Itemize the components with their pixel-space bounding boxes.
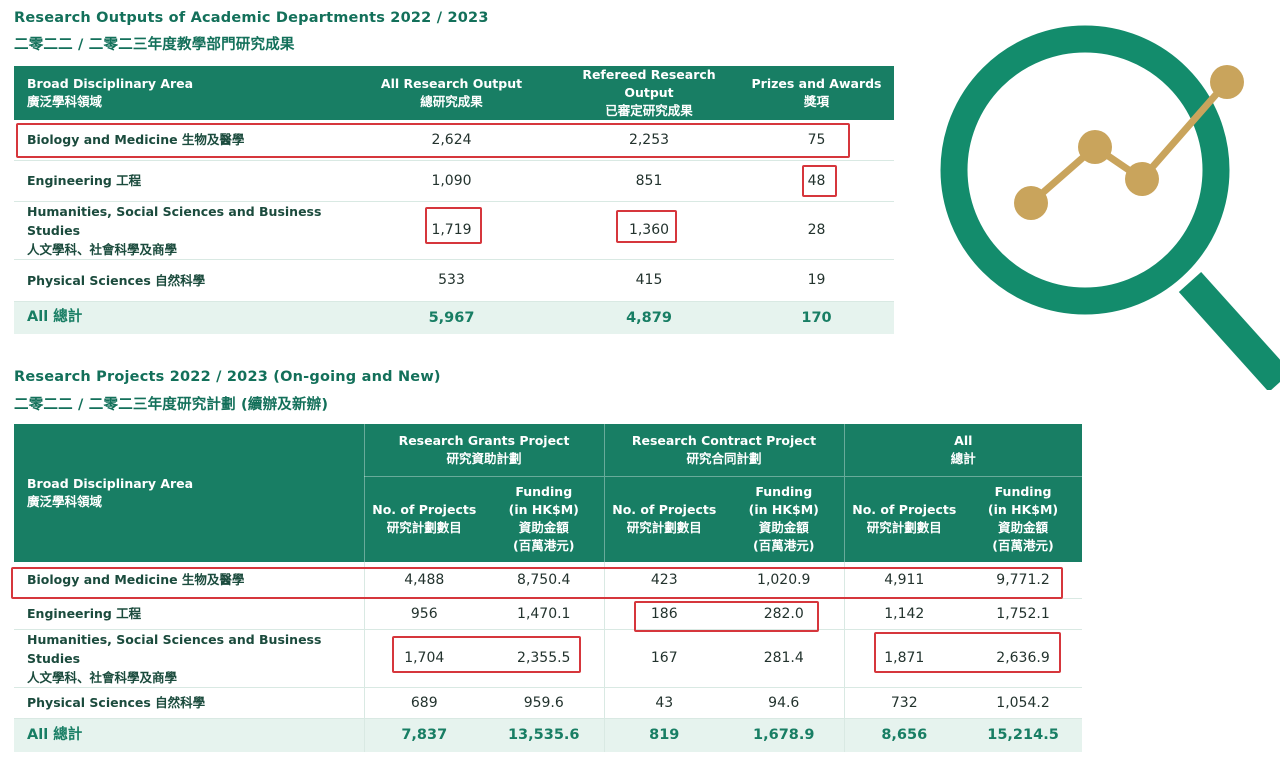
header-prizes: Prizes and Awards 獎項 (739, 66, 894, 120)
cell-contract-num: 186 (603, 598, 724, 630)
header-grants-num: No. of Projects 研究計劃數目 (363, 476, 484, 562)
header-all-output: All Research Output 總研究成果 (344, 66, 559, 120)
total-grants-funding: 13,535.6 (484, 718, 604, 752)
header-all: All 總計 (843, 424, 1083, 477)
header-grants-funding: Funding (in HK$M) 資助金額 (百萬港元) (484, 476, 604, 562)
cell-grants-num: 1,704 (363, 629, 484, 688)
cell-refereed: 415 (559, 259, 739, 302)
total-all: 5,967 (344, 301, 559, 334)
total-contract-funding: 1,678.9 (724, 718, 845, 752)
table-row: Humanities, Social Sciences and Business… (14, 629, 1083, 688)
cell-all-funding: 2,636.9 (964, 629, 1083, 688)
cell-all-num: 1,142 (843, 598, 965, 630)
outputs-title-zh: 二零二二 / 二零二三年度教學部門研究成果 (14, 37, 295, 53)
cell-refereed: 2,253 (559, 120, 739, 161)
cell-prizes: 28 (739, 201, 894, 260)
outputs-title-en: Research Outputs of Academic Departments… (14, 10, 489, 26)
highlight-box (11, 567, 1063, 599)
cell-contract-funding: 282.0 (724, 598, 845, 630)
total-row: All 總計 7,837 13,535.6 819 1,678.9 8,656 … (14, 718, 1083, 752)
highlight-box (874, 632, 1061, 673)
table-row: Engineering 工程 956 1,470.1 186 282.0 1,1… (14, 598, 1083, 630)
table-row: Physical Sciences 自然科學 533 415 19 (14, 259, 894, 302)
total-all-funding: 15,214.5 (964, 718, 1083, 752)
header-refereed-output: Refereed Research Output 已審定研究成果 (559, 66, 739, 120)
header-contract: Research Contract Project 研究合同計劃 (603, 424, 845, 477)
cell-contract-num: 43 (603, 687, 724, 719)
cell-all: 533 (344, 259, 559, 302)
cell-grants-funding: 1,470.1 (484, 598, 604, 630)
header-all-funding: Funding (in HK$M) 資助金額 (百萬港元) (964, 476, 1083, 562)
total-label: All 總計 (14, 301, 344, 334)
total-prizes: 170 (739, 301, 894, 334)
cell-contract-num: 167 (603, 629, 724, 688)
header-all-num: No. of Projects 研究計劃數目 (843, 476, 965, 562)
cell-grants-funding: 959.6 (484, 687, 604, 719)
cell-all-num: 732 (843, 687, 965, 719)
table-row: Physical Sciences 自然科學 689 959.6 43 94.6… (14, 687, 1083, 719)
cell-all: 1,719 (344, 201, 559, 260)
total-grants-num: 7,837 (363, 718, 484, 752)
total-all-num: 8,656 (843, 718, 965, 752)
highlight-box (802, 165, 837, 197)
cell-prizes: 19 (739, 259, 894, 302)
cell-all-funding: 1,054.2 (964, 687, 1083, 719)
header-area: Broad Disciplinary Area 廣泛學科領域 (14, 66, 344, 120)
research-outputs-table: Broad Disciplinary Area 廣泛學科領域 All Resear… (14, 66, 894, 334)
cell-all: 2,624 (344, 120, 559, 161)
cell-grants-funding: 2,355.5 (484, 629, 604, 688)
cell-contract-funding: 94.6 (724, 687, 845, 719)
header-area: Broad Disciplinary Area 廣泛學科領域 (14, 424, 364, 562)
highlight-box (425, 207, 482, 244)
total-contract-num: 819 (603, 718, 724, 752)
projects-title-en: Research Projects 2022 / 2023 (On-going … (14, 369, 441, 385)
projects-title-zh: 二零二二 / 二零二三年度研究計劃 (續辦及新辦) (14, 397, 329, 413)
table-row: Humanities, Social Sciences and Business… (14, 201, 894, 260)
row-label: Humanities, Social Sciences and Business… (14, 201, 344, 260)
highlight-box (616, 210, 677, 243)
highlight-box (16, 123, 850, 158)
cell-refereed: 851 (559, 160, 739, 202)
total-label: All 總計 (14, 718, 364, 752)
cell-grants-num: 956 (363, 598, 484, 630)
highlight-box (634, 601, 819, 632)
header-contract-num: No. of Projects 研究計劃數目 (603, 476, 724, 562)
row-label: Engineering 工程 (14, 598, 364, 630)
table-row: Biology and Medicine 生物及醫學 2,624 2,253 7… (14, 120, 894, 161)
header-contract-funding: Funding (in HK$M) 資助金額 (百萬港元) (724, 476, 845, 562)
cell-prizes: 75 (739, 120, 894, 161)
cell-all-funding: 1,752.1 (964, 598, 1083, 630)
cell-all-num: 1,871 (843, 629, 965, 688)
row-label: Engineering 工程 (14, 160, 344, 202)
total-refereed: 4,879 (559, 301, 739, 334)
row-label: Humanities, Social Sciences and Business… (14, 629, 364, 688)
header-grants: Research Grants Project 研究資助計劃 (363, 424, 604, 477)
row-label: Physical Sciences 自然科學 (14, 687, 364, 719)
total-row: All 總計 5,967 4,879 170 (14, 301, 894, 334)
table-row: Engineering 工程 1,090 851 48 (14, 160, 894, 202)
highlight-box (392, 636, 581, 673)
row-label: Biology and Medicine 生物及醫學 (14, 120, 344, 161)
magnifier-chart-icon (940, 25, 1280, 390)
row-label: Physical Sciences 自然科學 (14, 259, 344, 302)
cell-contract-funding: 281.4 (724, 629, 845, 688)
cell-grants-num: 689 (363, 687, 484, 719)
cell-all: 1,090 (344, 160, 559, 202)
